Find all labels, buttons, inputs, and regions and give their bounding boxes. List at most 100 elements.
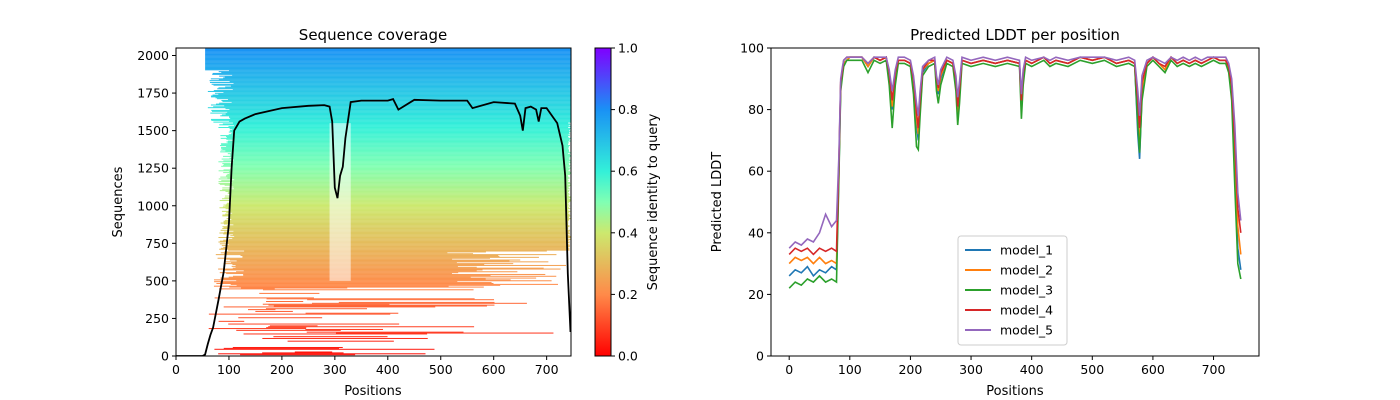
coverage-y-tick-label: 1250	[137, 161, 169, 176]
coverage-band	[230, 85, 571, 87]
coverage-band	[222, 100, 571, 102]
coverage-band	[218, 93, 571, 95]
lddt-x-tick-label: 600	[1141, 362, 1165, 377]
coverage-band	[233, 139, 570, 141]
coverage-band	[214, 281, 458, 283]
lddt-xlabel: Positions	[986, 384, 1044, 399]
coverage-band	[229, 81, 571, 83]
coverage-band	[242, 255, 500, 257]
coverage-x-tick-label: 700	[535, 362, 559, 377]
coverage-band	[219, 288, 275, 290]
coverage-band	[224, 105, 571, 107]
coverage-band	[218, 170, 569, 172]
coverage-band	[217, 88, 571, 90]
lddt-line-model-2	[788, 55, 1242, 266]
coverage-band	[220, 282, 492, 284]
coverage-band	[208, 328, 307, 330]
legend-label: model_1	[1000, 243, 1053, 258]
coverage-band	[219, 124, 571, 126]
coverage-band	[222, 206, 568, 208]
coverage-band	[230, 133, 571, 135]
coverage-band	[236, 271, 518, 273]
coverage-band	[226, 246, 570, 248]
coverage-band	[213, 84, 571, 86]
lddt-x-tick-label: 500	[1080, 362, 1104, 377]
coverage-band	[338, 301, 495, 303]
coverage-band	[229, 157, 570, 159]
coverage-band	[229, 185, 570, 187]
lddt-title: Predicted LDDT per position	[910, 26, 1120, 44]
lddt-y-tick-label: 0	[756, 349, 764, 364]
coverage-band	[232, 234, 568, 236]
coverage-band	[235, 264, 567, 266]
coverage-band	[209, 81, 571, 83]
coverage-band	[205, 56, 571, 58]
coverage-band	[226, 211, 570, 213]
coverage-band	[221, 278, 486, 280]
coverage-band	[227, 202, 568, 204]
coverage-band	[232, 212, 569, 214]
coverage-band	[226, 141, 569, 143]
coverage-band	[228, 244, 570, 246]
lddt-y-tick-label: 60	[748, 164, 764, 179]
coverage-band	[231, 101, 571, 103]
coverage-band	[232, 182, 570, 184]
coverage-band	[233, 162, 571, 164]
coverage-bands	[205, 48, 571, 356]
coverage-band	[205, 62, 571, 64]
coverage-band	[211, 83, 571, 85]
coverage-band	[229, 209, 569, 211]
coverage-band	[230, 201, 570, 203]
coverage-band	[213, 285, 449, 287]
coverage-band	[205, 64, 571, 66]
coverage-band	[205, 58, 571, 60]
coverage-band	[224, 251, 486, 253]
coverage-band	[232, 267, 544, 269]
coverage-band	[205, 60, 571, 62]
coverage-band	[223, 204, 568, 206]
coverage-title: Sequence coverage	[299, 26, 447, 44]
coverage-band	[227, 192, 569, 194]
colorbar-ticks: 0.0 0.2 0.4 0.6 0.8 1.0	[611, 41, 638, 364]
coverage-band	[212, 110, 571, 112]
coverage-band	[268, 304, 495, 306]
coverage-band	[223, 164, 571, 166]
coverage-band	[223, 223, 569, 225]
coverage-band	[222, 226, 570, 228]
coverage-band	[234, 179, 568, 181]
coverage-band	[266, 301, 304, 303]
coverage-band	[222, 123, 570, 125]
coverage-band	[229, 259, 521, 261]
coverage-band	[233, 230, 570, 232]
coverage-band	[273, 336, 388, 338]
coverage-band	[232, 89, 571, 91]
coverage-band	[224, 269, 483, 271]
coverage-band	[243, 274, 491, 276]
coverage-band	[223, 163, 570, 165]
coverage-band	[262, 352, 344, 354]
coverage-band	[225, 175, 569, 177]
lddt-series	[788, 55, 1242, 289]
coverage-y-tick-label: 1750	[137, 86, 169, 101]
coverage-band	[220, 151, 570, 153]
coverage-band	[219, 240, 569, 242]
coverage-band	[227, 140, 571, 142]
coverage-band	[311, 302, 527, 304]
coverage-band	[226, 203, 570, 205]
coverage-band	[233, 82, 571, 84]
coverage-band	[225, 208, 571, 210]
coverage-ylabel: Sequences	[111, 166, 126, 237]
coverage-band	[221, 245, 570, 247]
coverage-band	[232, 264, 485, 266]
coverage-band	[229, 209, 569, 211]
coverage-band	[205, 49, 571, 51]
lddt-y-tick-label: 20	[748, 287, 764, 302]
coverage-band	[205, 51, 571, 53]
lddt-line-model-5	[788, 55, 1242, 249]
coverage-band	[305, 312, 399, 314]
coverage-band	[231, 156, 570, 158]
coverage-band	[205, 50, 571, 52]
coverage-band	[218, 161, 569, 163]
coverage-band	[218, 353, 426, 355]
